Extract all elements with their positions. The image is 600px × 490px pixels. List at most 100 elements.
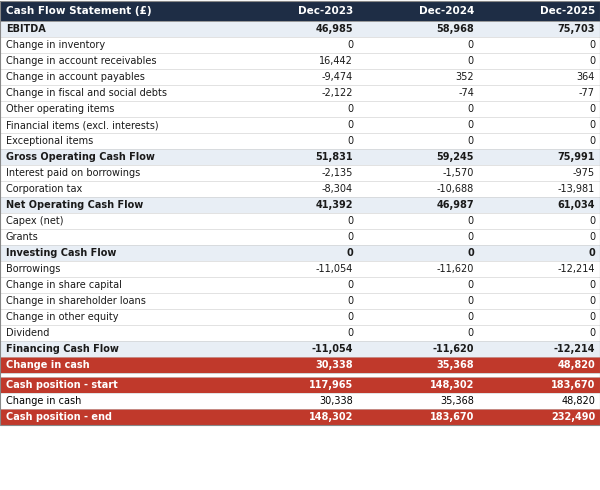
Bar — [0, 377, 600, 393]
Text: -11,620: -11,620 — [437, 264, 474, 274]
Text: -11,054: -11,054 — [311, 344, 353, 354]
Text: 0: 0 — [589, 232, 595, 242]
Text: -13,981: -13,981 — [558, 184, 595, 194]
Bar — [0, 197, 600, 213]
Text: Change in other equity: Change in other equity — [6, 312, 119, 322]
Text: Change in shareholder loans: Change in shareholder loans — [6, 296, 146, 306]
Text: -77: -77 — [579, 88, 595, 98]
Text: -2,122: -2,122 — [322, 88, 353, 98]
Bar — [0, 373, 600, 377]
Text: 0: 0 — [589, 136, 595, 146]
Text: 148,302: 148,302 — [308, 412, 353, 422]
Text: 0: 0 — [589, 40, 595, 50]
Text: -11,620: -11,620 — [433, 344, 474, 354]
Text: Interest paid on borrowings: Interest paid on borrowings — [6, 168, 140, 178]
Text: -74: -74 — [458, 88, 474, 98]
Bar — [0, 325, 600, 341]
Bar — [0, 149, 600, 165]
Text: Capex (net): Capex (net) — [6, 216, 64, 226]
Text: Other operating items: Other operating items — [6, 104, 115, 114]
Text: 75,991: 75,991 — [557, 152, 595, 162]
Text: 0: 0 — [589, 280, 595, 290]
Text: 0: 0 — [347, 328, 353, 338]
Text: 0: 0 — [347, 216, 353, 226]
Text: 232,490: 232,490 — [551, 412, 595, 422]
Text: Corporation tax: Corporation tax — [6, 184, 82, 194]
Bar — [0, 133, 600, 149]
Text: 183,670: 183,670 — [551, 380, 595, 390]
Bar — [0, 393, 600, 409]
Text: 0: 0 — [468, 232, 474, 242]
Text: 48,820: 48,820 — [561, 396, 595, 406]
Text: 0: 0 — [347, 312, 353, 322]
Text: 35,368: 35,368 — [440, 396, 474, 406]
Text: 0: 0 — [346, 248, 353, 258]
Text: Net Operating Cash Flow: Net Operating Cash Flow — [6, 200, 143, 210]
Text: 0: 0 — [467, 248, 474, 258]
Text: Investing Cash Flow: Investing Cash Flow — [6, 248, 116, 258]
Text: 364: 364 — [577, 72, 595, 82]
Bar — [0, 21, 600, 37]
Text: 51,831: 51,831 — [316, 152, 353, 162]
Text: 0: 0 — [347, 280, 353, 290]
Text: Cash position - start: Cash position - start — [6, 380, 118, 390]
Text: 0: 0 — [588, 248, 595, 258]
Text: Change in cash: Change in cash — [6, 360, 89, 370]
Text: Dec-2024: Dec-2024 — [419, 6, 474, 16]
Text: 0: 0 — [589, 104, 595, 114]
Text: 117,965: 117,965 — [309, 380, 353, 390]
Text: 0: 0 — [589, 56, 595, 66]
Bar — [0, 181, 600, 197]
Text: Change in fiscal and social debts: Change in fiscal and social debts — [6, 88, 167, 98]
Text: 30,338: 30,338 — [316, 360, 353, 370]
Bar — [0, 69, 600, 85]
Text: 352: 352 — [455, 72, 474, 82]
Text: Financial items (excl. interests): Financial items (excl. interests) — [6, 120, 158, 130]
Bar — [0, 1, 600, 425]
Text: 41,392: 41,392 — [316, 200, 353, 210]
Text: 0: 0 — [347, 120, 353, 130]
Text: 0: 0 — [589, 296, 595, 306]
Text: 0: 0 — [347, 40, 353, 50]
Text: -11,054: -11,054 — [316, 264, 353, 274]
Text: Change in account receivables: Change in account receivables — [6, 56, 157, 66]
Text: 0: 0 — [347, 232, 353, 242]
Text: 35,368: 35,368 — [436, 360, 474, 370]
Text: 48,820: 48,820 — [557, 360, 595, 370]
Text: 0: 0 — [589, 120, 595, 130]
Text: Change in account payables: Change in account payables — [6, 72, 145, 82]
Text: 58,968: 58,968 — [436, 24, 474, 34]
Text: 30,338: 30,338 — [319, 396, 353, 406]
Text: 0: 0 — [468, 216, 474, 226]
Text: 0: 0 — [347, 136, 353, 146]
Text: 61,034: 61,034 — [557, 200, 595, 210]
Bar — [0, 117, 600, 133]
Text: Borrowings: Borrowings — [6, 264, 61, 274]
Text: Cash Flow Statement (£): Cash Flow Statement (£) — [6, 6, 152, 16]
Bar — [0, 277, 600, 293]
Text: 0: 0 — [589, 328, 595, 338]
Text: 59,245: 59,245 — [437, 152, 474, 162]
Text: Dec-2023: Dec-2023 — [298, 6, 353, 16]
Text: 46,987: 46,987 — [436, 200, 474, 210]
Text: Change in share capital: Change in share capital — [6, 280, 122, 290]
Bar — [0, 1, 600, 21]
Text: 0: 0 — [468, 104, 474, 114]
Bar — [0, 165, 600, 181]
Text: 0: 0 — [468, 120, 474, 130]
Bar — [0, 409, 600, 425]
Bar — [0, 53, 600, 69]
Text: -1,570: -1,570 — [443, 168, 474, 178]
Text: 148,302: 148,302 — [430, 380, 474, 390]
Text: 183,670: 183,670 — [430, 412, 474, 422]
Text: Financing Cash Flow: Financing Cash Flow — [6, 344, 119, 354]
Text: Change in inventory: Change in inventory — [6, 40, 105, 50]
Bar — [0, 37, 600, 53]
Bar — [0, 245, 600, 261]
Text: 0: 0 — [468, 280, 474, 290]
Text: 0: 0 — [468, 56, 474, 66]
Text: -12,214: -12,214 — [557, 264, 595, 274]
Bar — [0, 341, 600, 357]
Text: -9,474: -9,474 — [322, 72, 353, 82]
Text: Gross Operating Cash Flow: Gross Operating Cash Flow — [6, 152, 155, 162]
